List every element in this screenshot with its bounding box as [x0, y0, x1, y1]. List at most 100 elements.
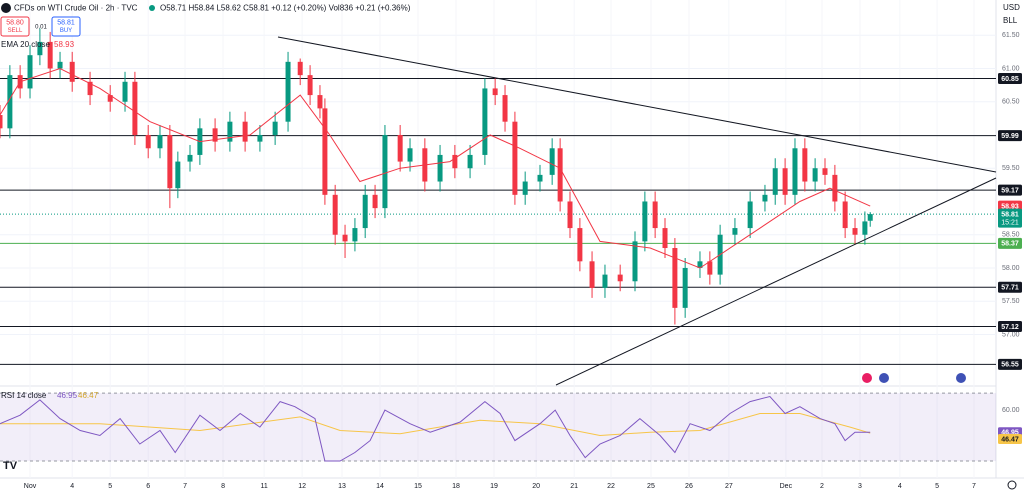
candle-body: [662, 228, 668, 249]
candle-body: [537, 174, 543, 182]
sell-button[interactable]: [0, 16, 30, 37]
candle-body: [157, 134, 163, 149]
x-tick-label: 4: [898, 483, 902, 490]
candle-body: [187, 154, 193, 162]
candle-body: [37, 41, 43, 56]
candle-body: [682, 267, 688, 308]
candle-body: [812, 168, 818, 182]
candle-body: [69, 61, 75, 82]
support-label-box: [998, 237, 1022, 249]
candle-body: [602, 274, 608, 288]
candle-body: [842, 201, 848, 229]
candle-body: [107, 95, 113, 102]
candle-body: [242, 121, 248, 142]
x-tick-label: 12: [298, 483, 306, 490]
candle-body: [322, 108, 328, 195]
candle-body: [762, 194, 768, 202]
symbol-title[interactable]: CFDs on WTI Crude Oil · 2h · TVC: [14, 4, 138, 13]
candle-body: [697, 261, 703, 268]
candle-body: [285, 61, 291, 122]
x-tick-label: 2: [820, 483, 824, 490]
candle-body: [707, 261, 713, 275]
level-label-box: [998, 130, 1022, 142]
logo[interactable]: TV: [3, 460, 18, 472]
candle-body: [257, 134, 263, 142]
x-tick-label: 25: [647, 483, 655, 490]
level-label-box: [998, 320, 1022, 332]
flag-icon[interactable]: [879, 373, 889, 383]
level-label: 56.55: [1001, 362, 1019, 369]
candle-body: [549, 148, 555, 175]
candle-body: [617, 274, 623, 282]
ema-legend-value: 58.93: [54, 40, 75, 49]
candle-body: [577, 228, 583, 262]
flag-icon[interactable]: [956, 373, 966, 383]
candle-body: [852, 228, 858, 235]
x-tick-label: 3: [858, 483, 862, 490]
candle-body: [782, 168, 788, 195]
x-tick-label: Dec: [780, 483, 793, 490]
candle-body: [407, 148, 413, 162]
candle-body: [492, 88, 498, 96]
y-tick-label: 57.50: [1002, 298, 1020, 305]
candle-body: [772, 168, 778, 195]
unit[interactable]: BLL: [1003, 16, 1018, 25]
candle-body: [87, 81, 93, 96]
y-tick-label: 59.50: [1002, 165, 1020, 172]
currency[interactable]: USD: [1003, 3, 1020, 12]
candle-body: [632, 241, 638, 282]
y-tick-label: 61.50: [1002, 32, 1020, 39]
level-label-box: [998, 184, 1022, 196]
settings-icon[interactable]: [1007, 480, 1017, 490]
x-tick-label: 27: [725, 483, 733, 490]
x-tick-label: 6: [146, 483, 150, 490]
buy-label: BUY: [60, 28, 72, 34]
y-tick-label: 61.00: [1002, 65, 1020, 72]
candle-body: [397, 134, 403, 162]
x-tick-label: 20: [532, 483, 540, 490]
symbol-icon: [1, 3, 11, 13]
support-label: 58.37: [1001, 241, 1019, 248]
candle-body: [175, 161, 181, 189]
x-tick-label: 13: [338, 483, 346, 490]
y-tick-label: 58.50: [1002, 232, 1020, 239]
x-tick-label: 5: [935, 483, 939, 490]
trend-line-lower: [555, 177, 997, 386]
candle-body: [307, 75, 313, 96]
level-label: 57.12: [1001, 324, 1019, 331]
candle-body: [212, 128, 218, 142]
x-tick-label: 26: [685, 483, 693, 490]
x-tick-label: 11: [260, 483, 267, 490]
rsi-ma-box: [998, 434, 1022, 445]
event-icon[interactable]: [862, 373, 872, 383]
level-label: 59.17: [1001, 188, 1019, 195]
buy-button[interactable]: [51, 16, 81, 37]
candle-body: [167, 134, 173, 189]
x-tick-label: 7: [972, 483, 976, 490]
candle-body: [502, 95, 508, 122]
candle-body: [332, 194, 338, 235]
x-tick-label: 14: [376, 483, 384, 490]
spread: 0.01: [35, 25, 47, 31]
x-tick-label: Nov: [24, 483, 37, 490]
level-label: 57.71: [1001, 285, 1019, 292]
buy-price: 58.81: [57, 19, 75, 26]
y-tick-label: 60.50: [1002, 99, 1020, 106]
x-tick-label: 4: [70, 483, 74, 490]
x-tick-label: 8: [221, 483, 225, 490]
market-status: [149, 5, 155, 11]
x-tick-label: 15: [414, 483, 422, 490]
candle-body: [342, 234, 348, 242]
candle-body: [132, 81, 138, 135]
level-label: 59.99: [1001, 133, 1019, 140]
candle-body: [822, 168, 828, 175]
candle-body: [467, 154, 473, 169]
rsi-tick-label: 60.00: [1002, 407, 1020, 414]
candle-body: [27, 55, 33, 89]
level-label-box: [998, 281, 1022, 293]
sell-label: SELL: [8, 28, 23, 34]
rsi-ma-legend-value: 46.47: [78, 391, 99, 400]
